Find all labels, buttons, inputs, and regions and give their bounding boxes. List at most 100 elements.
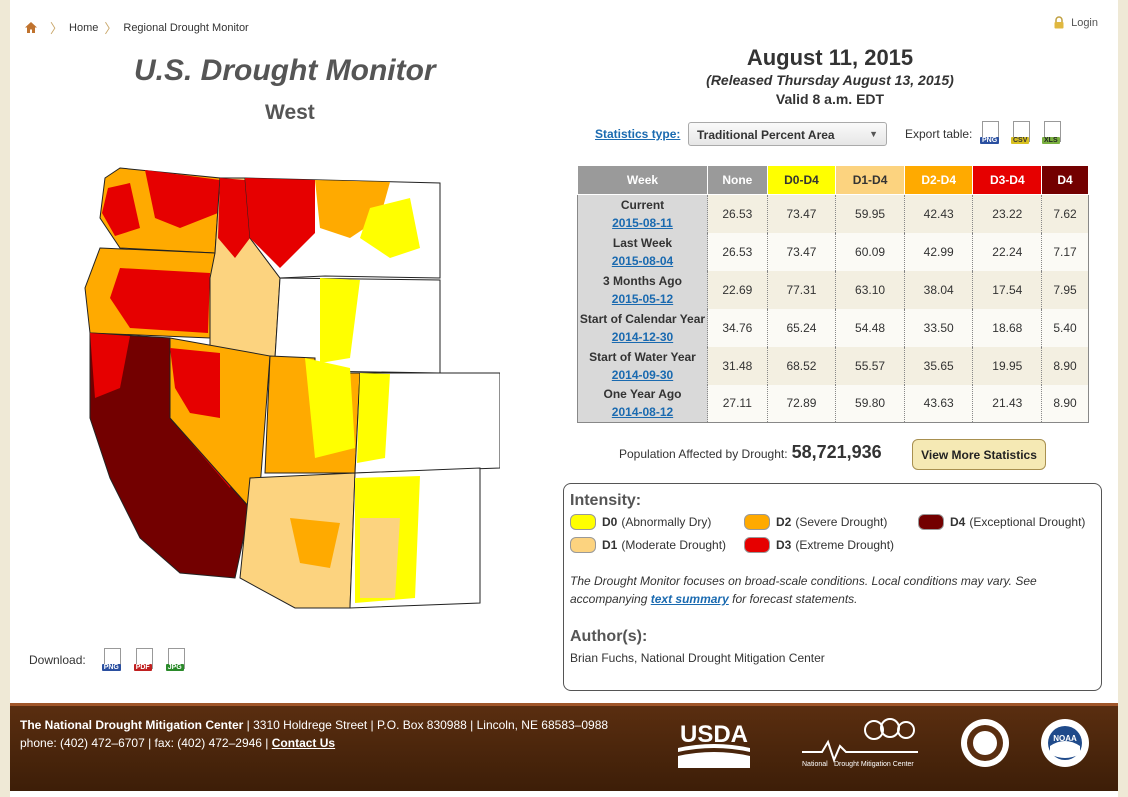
table-row: Start of Water Year 2014-09-30 31.48 68.52 5… (577, 346, 1089, 385)
view-more-statistics-button[interactable]: View More Statistics (912, 439, 1046, 470)
week-label: One Year Ago (603, 387, 682, 402)
drought-map (84, 167, 500, 609)
map-region-title: West (265, 101, 315, 124)
pdf-tag: PDF (133, 664, 152, 671)
pdf-file-icon[interactable]: PDF (133, 648, 156, 672)
table-cell: 21.43 (972, 384, 1043, 423)
ndmc-logo[interactable]: National Drought Mitigation Center (802, 716, 918, 772)
drought-statistics-table: Week None D0-D4 D1-D4 D2-D4 D3-D4 D4 Cur… (577, 165, 1089, 423)
footer-phone: phone: (402) 472–6707 | fax: (402) 472–2… (20, 736, 272, 750)
legend-code: D0 (602, 515, 618, 529)
legend-swatch (918, 514, 944, 530)
chevron-right-icon: 〉 (50, 21, 64, 36)
table-cell: 43.63 (904, 384, 974, 423)
table-cell: 59.95 (835, 194, 905, 233)
table-cell: 19.95 (972, 346, 1043, 385)
week-date-link[interactable]: 2014-12-30 (611, 329, 674, 344)
map-region-or-extreme (110, 268, 210, 333)
legend-title: Intensity: (570, 492, 642, 509)
legend-code: D4 (950, 515, 966, 529)
png-file-icon[interactable]: PNG (101, 648, 124, 672)
week-cell: 3 Months Ago 2015-05-12 (577, 270, 708, 309)
week-cell: One Year Ago 2014-08-12 (577, 384, 708, 423)
week-date-link[interactable]: 2015-08-11 (612, 215, 673, 230)
table-header-row: Week None D0-D4 D1-D4 D2-D4 D3-D4 D4 (577, 165, 1089, 195)
export-icons: PNG CSV XLS (980, 121, 1064, 145)
text-summary-link[interactable]: text summary (650, 592, 729, 606)
table-cell: 72.89 (767, 384, 837, 423)
export-csv-tag: CSV (1011, 137, 1030, 144)
map-region-colorado (354, 372, 500, 474)
table-cell: 59.80 (835, 384, 905, 423)
lock-icon (1054, 16, 1064, 29)
map-region-mt-west (245, 178, 315, 268)
table-cell: 73.47 (767, 194, 837, 233)
breadcrumb-current: Regional Drought Monitor (123, 21, 249, 34)
map-date: August 11, 2015 (746, 45, 914, 70)
login-label: Login (1071, 16, 1098, 29)
header-week: Week (577, 165, 708, 195)
map-region-co-d0 (357, 373, 390, 463)
table-cell: 22.24 (972, 232, 1043, 271)
release-date: (Released Thursday August 13, 2015) (706, 72, 954, 88)
map-region-mt-east-d0 (360, 198, 420, 258)
week-date-link[interactable]: 2015-08-04 (611, 253, 674, 268)
week-date-link[interactable]: 2015-05-12 (611, 291, 674, 306)
header-d4: D4 (1041, 165, 1089, 195)
map-region-wyoming (274, 277, 441, 374)
header-d3-d4: D3-D4 (972, 165, 1043, 195)
footer-org: The National Drought Mitigation Center (20, 718, 244, 732)
week-label: Current (620, 197, 665, 212)
login-link[interactable]: Login (1053, 16, 1098, 29)
legend-note-text: The Drought Monitor focuses on broad-sca… (570, 574, 1037, 606)
legend-swatch (570, 537, 596, 553)
usda-logo[interactable]: USDA (678, 718, 750, 768)
export-csv-icon[interactable]: CSV (1011, 121, 1033, 145)
breadcrumb-home-link[interactable]: Home (69, 21, 99, 34)
legend-code: D1 (602, 538, 618, 552)
author-title: Author(s): (570, 628, 648, 645)
week-date-link[interactable]: 2014-09-30 (611, 367, 674, 382)
table-row: Start of Calendar Year 2014-12-30 34.76 65.… (577, 308, 1089, 347)
table-row: One Year Ago 2014-08-12 27.11 72.89 59.80 43.… (577, 384, 1089, 423)
table-cell: 7.95 (1041, 270, 1089, 309)
legend-description: (Abnormally Dry) (621, 515, 712, 529)
statistics-type-label[interactable]: Statistics type: (595, 127, 681, 141)
table-cell: 77.31 (767, 270, 837, 309)
legend-item-d3: D3 (Extreme Drought) (744, 537, 894, 553)
contact-us-link[interactable]: Contact Us (271, 736, 336, 750)
usda-logo-text: USDA (680, 721, 748, 748)
statistics-type-select[interactable]: Traditional Percent Area ▼ (688, 122, 887, 146)
table-cell: 8.90 (1041, 384, 1089, 423)
legend-swatch (744, 514, 770, 530)
download-label: Download: (29, 653, 86, 667)
footer-contact: phone: (402) 472–6707 | fax: (402) 472–2… (20, 736, 335, 750)
export-png-icon[interactable]: PNG (980, 121, 1002, 145)
footer-address: The National Drought Mitigation Center |… (20, 718, 608, 732)
week-cell: Start of Water Year 2014-09-30 (577, 346, 708, 385)
header-d0-d4: D0-D4 (766, 165, 837, 195)
author-name: Brian Fuchs, National Drought Mitigation… (570, 651, 825, 665)
week-label: Start of Water Year (589, 349, 696, 364)
ndmc-logo-text-1: National (802, 761, 828, 768)
table-cell: 23.22 (972, 194, 1043, 233)
table-cell: 54.48 (835, 308, 905, 347)
week-date-link[interactable]: 2014-08-12 (611, 405, 674, 420)
export-xls-icon[interactable]: XLS (1042, 121, 1064, 145)
population-affected: Population Affected by Drought: 58,721,9… (619, 442, 882, 463)
legend-item-d0: D0 (Abnormally Dry) (570, 514, 711, 530)
page: 〉 Home 〉 Regional Drought Monitor Login … (10, 0, 1118, 797)
home-icon[interactable] (24, 21, 38, 34)
breadcrumb: 〉 Home 〉 Regional Drought Monitor (24, 18, 249, 37)
legend-description: (Severe Drought) (795, 515, 888, 529)
legend-swatch (570, 514, 596, 530)
population-value: 58,721,936 (791, 442, 882, 462)
doc-seal-logo[interactable] (960, 718, 1010, 768)
legend-code: D2 (776, 515, 792, 529)
population-label: Population Affected by Drought: (619, 447, 788, 461)
noaa-logo-text: NOAA (1053, 734, 1077, 743)
table-cell: 34.76 (707, 308, 768, 347)
table-cell: 27.11 (707, 384, 768, 423)
noaa-logo[interactable]: NOAA (1040, 718, 1090, 768)
jpg-file-icon[interactable]: JPG (165, 648, 188, 672)
